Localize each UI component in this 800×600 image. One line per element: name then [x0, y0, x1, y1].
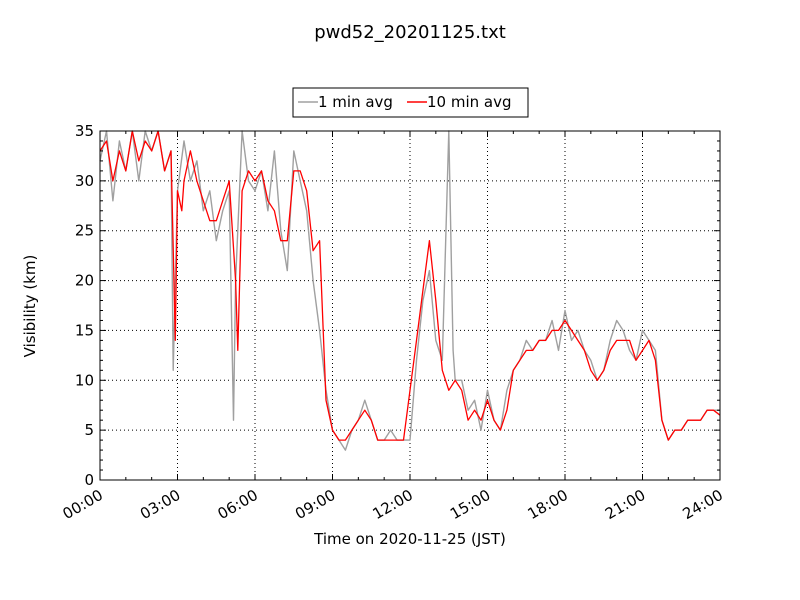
plot-area [100, 131, 720, 480]
x-axis-label: Time on 2020-11-25 (JST) [313, 530, 506, 548]
x-tick-label: 21:00 [602, 486, 648, 523]
y-tick-label: 5 [84, 421, 94, 439]
series-line-10min-avg [99, 130, 721, 441]
series-line-1min-avg [99, 130, 720, 451]
y-tick-label: 15 [75, 321, 94, 339]
x-tick-label: 00:00 [60, 486, 106, 523]
y-tick-label: 35 [75, 122, 94, 140]
grid-lines [100, 131, 720, 480]
y-tick-label: 10 [75, 371, 94, 389]
legend: 1 min avg 10 min avg [292, 87, 529, 118]
chart-title: pwd52_20201125.txt [314, 22, 506, 43]
legend-label-1min: 1 min avg [318, 93, 393, 111]
x-tick-label: 12:00 [370, 486, 416, 523]
y-tick-label: 25 [75, 222, 94, 240]
legend-label-10min: 10 min avg [427, 93, 512, 111]
x-tick-label: 15:00 [447, 486, 493, 523]
x-tick-label: 06:00 [215, 486, 261, 523]
y-axis-label: Visibility (km) [21, 255, 39, 358]
y-tick-label: 20 [75, 272, 94, 290]
y-tick-label: 0 [84, 471, 94, 489]
x-tick-label: 18:00 [525, 486, 571, 523]
series-layer [99, 130, 721, 451]
x-tick-label: 03:00 [137, 486, 183, 523]
y-tick-label: 30 [75, 172, 94, 190]
x-tick-label: 24:00 [680, 486, 726, 523]
x-tick-label: 09:00 [292, 486, 338, 523]
